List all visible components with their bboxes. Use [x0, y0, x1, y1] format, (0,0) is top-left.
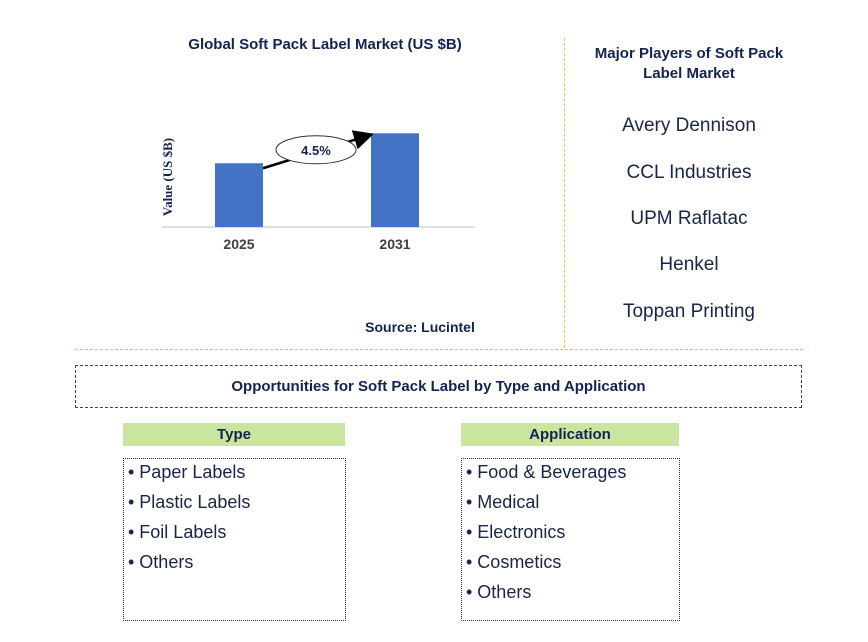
player-item: CCL Industries	[626, 162, 752, 183]
list-item: • Paper Labels	[128, 462, 246, 482]
cagr-annotation: 4.5%	[262, 130, 374, 170]
player-item: Henkel	[659, 254, 719, 275]
player-item: Avery Dennison	[622, 115, 756, 136]
list-item: • Cosmetics	[466, 552, 562, 572]
source-note: Source: Lucintel	[365, 319, 475, 335]
list-item: • Plastic Labels	[128, 492, 251, 512]
list-item: • Foil Labels	[128, 522, 227, 542]
x-tick-label: 2025	[223, 236, 254, 252]
list-item: • Medical	[466, 492, 540, 512]
bar-chart: Value (US $B) 2025 2031 4.5%	[160, 130, 475, 252]
type-header: Type	[123, 423, 345, 446]
list-item: • Others	[466, 582, 532, 602]
list-item: • Food & Beverages	[466, 462, 627, 482]
vertical-divider	[564, 38, 565, 348]
players-title: Major Players of Soft Pack Label Market	[594, 45, 784, 82]
horizontal-divider	[75, 349, 803, 350]
player-item: UPM Raflatac	[630, 208, 748, 229]
application-list: • Food & Beverages • Medical • Electroni…	[461, 458, 680, 621]
x-tick-label: 2031	[379, 236, 410, 252]
cagr-label: 4.5%	[301, 143, 331, 158]
bar-2025	[215, 163, 263, 227]
opportunities-title: Opportunities for Soft Pack Label by Typ…	[75, 365, 802, 408]
y-axis-label: Value (US $B)	[160, 138, 175, 216]
application-header: Application	[461, 423, 679, 446]
type-list: • Paper Labels • Plastic Labels • Foil L…	[123, 458, 346, 621]
list-item: • Electronics	[466, 522, 566, 542]
bar-2031	[371, 133, 419, 227]
list-item: • Others	[128, 552, 194, 572]
chart-title: Global Soft Pack Label Market (US $B)	[188, 36, 462, 53]
player-item: Toppan Printing	[622, 301, 756, 322]
cagr-ellipse	[275, 135, 357, 165]
